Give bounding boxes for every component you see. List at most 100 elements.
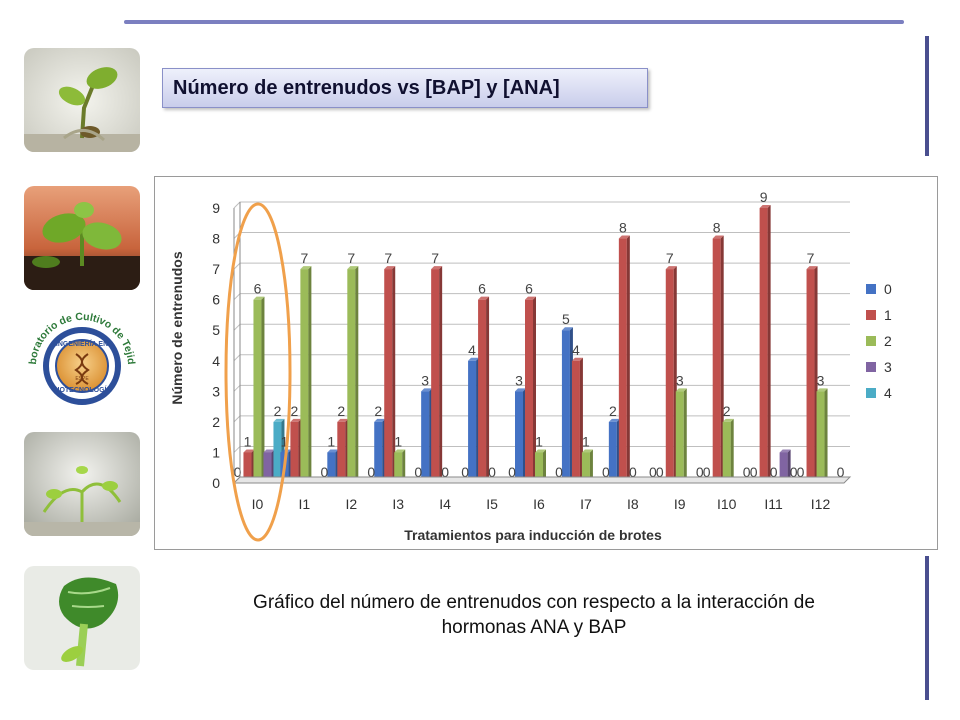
data-label: 0 [649, 464, 657, 480]
data-label: 1 [394, 433, 402, 449]
highlight-ellipse [224, 202, 292, 542]
bar [525, 296, 536, 483]
bar [290, 418, 302, 483]
data-label: 1 [244, 433, 252, 449]
data-label: 3 [676, 372, 684, 388]
data-label: 0 [555, 464, 563, 480]
svg-text:2: 2 [884, 333, 892, 349]
svg-text:1: 1 [884, 307, 892, 323]
top-accent-rule [124, 20, 904, 24]
x-tick-label: I2 [345, 496, 357, 512]
data-label: 0 [743, 464, 751, 480]
bar [675, 388, 687, 483]
logo-inner-top: INGENIERÍA EN [56, 339, 108, 348]
data-label: 0 [629, 464, 637, 480]
slide-title: Número de entrenudos vs [BAP] y [ANA] [173, 76, 560, 99]
y-tick-label: 1 [212, 444, 220, 460]
data-label: 6 [525, 281, 533, 297]
data-label: 7 [384, 250, 392, 266]
data-label: 2 [374, 403, 382, 419]
data-label: 2 [723, 403, 731, 419]
x-tick-label: I9 [674, 496, 686, 512]
chart-floor [232, 476, 852, 484]
data-label: 3 [421, 372, 429, 388]
bar [816, 388, 828, 483]
data-label: 5 [562, 311, 570, 327]
x-tick-label: I10 [717, 496, 737, 512]
y-tick-label: 9 [212, 200, 220, 216]
svg-text:3: 3 [884, 359, 892, 375]
x-tick-label: I12 [811, 496, 831, 512]
logo-inner-bottom: BIOTECNOLOGÍA [52, 385, 111, 394]
data-label: 6 [254, 281, 262, 297]
data-label: 6 [478, 281, 486, 297]
leaf-closeup-photo-icon [24, 566, 140, 670]
data-label: 7 [431, 250, 439, 266]
caption-line-2: hormonas ANA y BAP [441, 617, 627, 638]
bar [394, 449, 406, 483]
data-label: 0 [770, 464, 778, 480]
x-tick-label: I0 [252, 496, 264, 512]
bar [253, 296, 265, 483]
y-tick-label: 3 [212, 383, 220, 399]
svg-text:4: 4 [884, 385, 892, 401]
data-label: 0 [696, 464, 704, 480]
x-tick-label: I1 [299, 496, 311, 512]
bar [515, 388, 526, 483]
bar [468, 357, 480, 483]
bar [759, 205, 771, 483]
x-tick-label: I7 [580, 496, 592, 512]
data-label: 0 [837, 464, 845, 480]
data-label: 0 [488, 464, 496, 480]
plantlet-photo-icon [24, 48, 140, 152]
legend-item: 2 [866, 333, 892, 349]
bar [581, 449, 593, 483]
seedling-soil-photo-icon [24, 186, 140, 290]
x-tick-label: I5 [486, 496, 498, 512]
data-label: 3 [515, 372, 523, 388]
y-tick-label: 4 [212, 353, 220, 369]
data-label: 1 [327, 433, 335, 449]
data-label: 0 [790, 464, 798, 480]
data-label: 7 [347, 250, 355, 266]
bar [712, 235, 724, 483]
data-label: 2 [290, 403, 298, 419]
data-label: 3 [817, 372, 825, 388]
data-label: 0 [234, 464, 242, 480]
data-label: 0 [656, 464, 664, 480]
data-label: 0 [320, 464, 328, 480]
bar [347, 266, 359, 483]
data-label: 2 [609, 403, 617, 419]
right-accent-rule-top [925, 36, 929, 156]
bar [337, 418, 349, 483]
legend-item: 4 [866, 385, 892, 401]
bar [431, 266, 443, 483]
legend-item: 3 [866, 359, 892, 375]
slide-caption: Gráfico del número de entrenudos con res… [174, 590, 894, 640]
bar [421, 388, 433, 483]
bar [478, 296, 490, 483]
bar [374, 418, 386, 483]
y-tick-label: 7 [212, 261, 220, 277]
bar [300, 266, 312, 483]
bar [535, 449, 546, 483]
chart-x-axis-label: Tratamientos para inducción de brotes [404, 527, 662, 543]
data-label: 0 [797, 464, 805, 480]
data-label: 0 [461, 464, 469, 480]
data-label: 4 [468, 342, 476, 358]
data-label: 7 [300, 250, 308, 266]
data-label: 0 [414, 464, 422, 480]
data-label: 8 [619, 220, 627, 236]
svg-text:0: 0 [884, 281, 892, 297]
plantlet-jar-photo-icon [24, 432, 140, 536]
x-tick-label: I6 [533, 496, 545, 512]
chart-y-axis-label: Número de entrenudos [169, 251, 185, 404]
lab-logo-icon: Laboratorio de Cultivo de Tejidos INGENI… [21, 287, 140, 412]
y-tick-label: 6 [212, 292, 220, 308]
y-tick-label: 2 [212, 414, 220, 430]
data-label: 2 [337, 403, 345, 419]
data-label: 1 [582, 433, 590, 449]
data-label: 1 [280, 433, 288, 449]
